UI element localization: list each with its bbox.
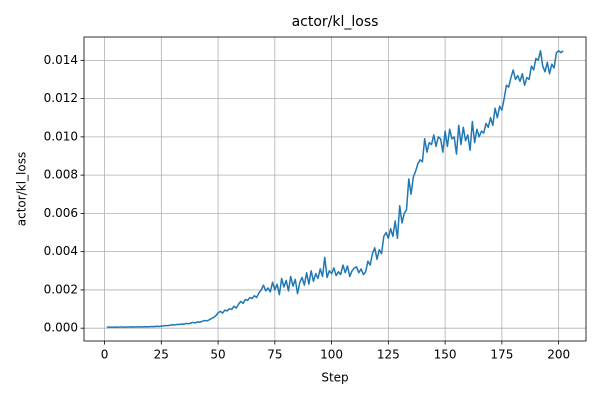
x-tick-label: 175 xyxy=(490,348,513,362)
x-tick-label: 125 xyxy=(377,348,400,362)
x-tick-label: 50 xyxy=(210,348,225,362)
x-tick-label: 75 xyxy=(267,348,282,362)
y-tick-label: 0.006 xyxy=(44,206,78,220)
y-axis-label: actor/kl_loss xyxy=(15,152,29,226)
y-tick-label: 0.008 xyxy=(44,168,78,182)
x-tick-label: 200 xyxy=(547,348,570,362)
x-tick-label: 0 xyxy=(101,348,109,362)
data-line xyxy=(106,50,564,328)
plot-frame xyxy=(83,36,587,342)
x-tick-label: 100 xyxy=(320,348,343,362)
x-tick-label: 25 xyxy=(154,348,169,362)
x-axis-label: Step xyxy=(321,371,348,385)
y-tick-label: 0.002 xyxy=(44,282,78,296)
y-tick-label: 0.000 xyxy=(44,321,78,335)
y-tick-label: 0.004 xyxy=(44,244,78,258)
y-tick-label: 0.012 xyxy=(44,91,78,105)
chart-title: actor/kl_loss xyxy=(292,14,379,30)
x-tick-label: 150 xyxy=(434,348,457,362)
y-tick-label: 0.010 xyxy=(44,129,78,143)
y-tick-label: 0.014 xyxy=(44,53,78,67)
